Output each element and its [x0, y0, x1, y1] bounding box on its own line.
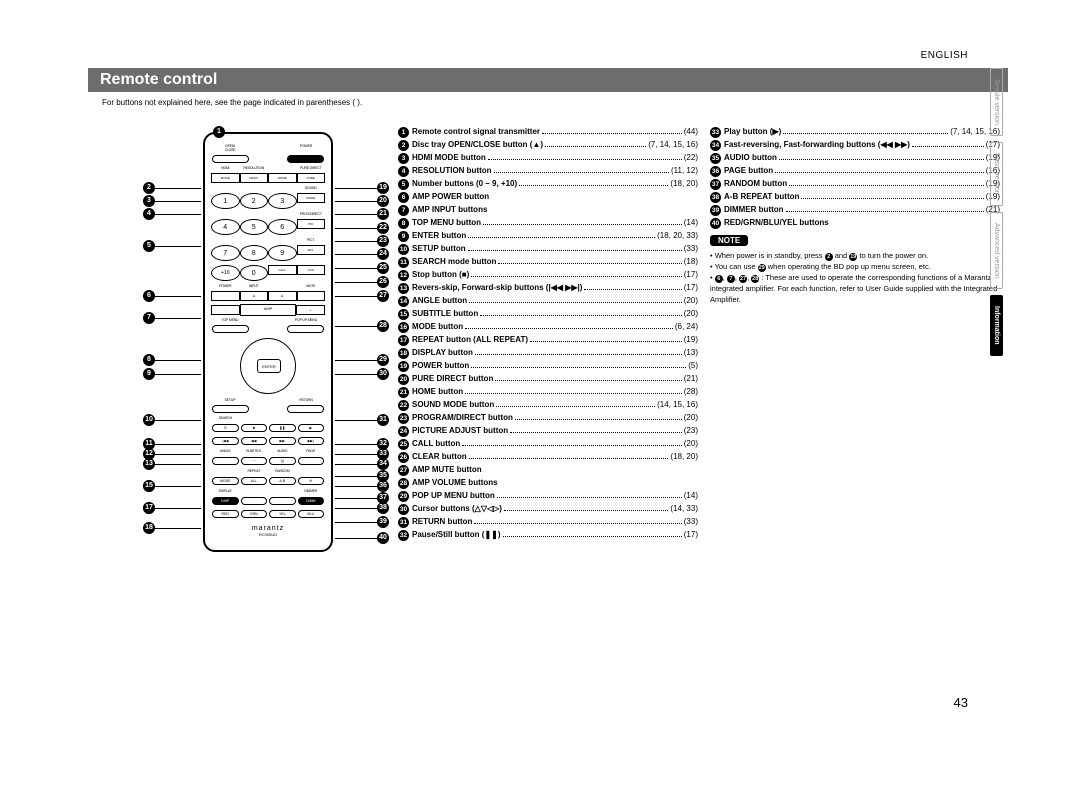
sub-note: For buttons not explained here, see the … — [102, 98, 362, 107]
callout-number: 28 — [377, 320, 389, 332]
callout-number: 18 — [143, 522, 155, 534]
function-item: 31RETURN button(33) — [398, 515, 698, 528]
function-item: 7AMP INPUT buttons — [398, 203, 698, 216]
function-item: 4RESOLUTION button(11, 12) — [398, 164, 698, 177]
callout-number: 30 — [377, 368, 389, 380]
page-title: Remote control — [88, 68, 1008, 92]
callout-number: 25 — [377, 262, 389, 274]
callout-number: 36 — [377, 480, 389, 492]
callout-number: 34 — [377, 458, 389, 470]
side-tabs: Simple version Basic version Advanced vers… — [990, 68, 1008, 618]
callout-number: 10 — [143, 414, 155, 426]
callout-number: 5 — [143, 240, 155, 252]
function-item: 26CLEAR button(18, 20) — [398, 450, 698, 463]
callout-number: 29 — [377, 354, 389, 366]
function-item: 16MODE button(6, 24) — [398, 320, 698, 333]
function-item: 19POWER button(5) — [398, 359, 698, 372]
side-tab[interactable]: Advanced version — [990, 212, 1003, 290]
function-item: 5Number buttons (0 – 9, +10)(18, 20) — [398, 177, 698, 190]
function-list-right: 33Play button (▶)(7, 14, 15, 16)34Fast-r… — [710, 125, 1000, 305]
function-item: 28AMP VOLUME buttons — [398, 476, 698, 489]
function-item: 39DIMMER button(21) — [710, 203, 1000, 216]
function-item: 40RED/GRN/BLU/YEL buttons — [710, 216, 1000, 229]
function-item: 34Fast-reversing, Fast-forwarding button… — [710, 138, 1000, 151]
callout-number: 7 — [143, 312, 155, 324]
function-item: 8TOP MENU button(14) — [398, 216, 698, 229]
function-item: 32Pause/Still button (❚❚)(17) — [398, 528, 698, 541]
callout-number: 4 — [143, 208, 155, 220]
function-item: 15SUBTITLE button(20) — [398, 307, 698, 320]
note-heading: NOTE — [710, 235, 748, 246]
function-item: 27AMP MUTE button — [398, 463, 698, 476]
function-item: 13Revers-skip, Forward-skip buttons (|◀◀… — [398, 281, 698, 294]
function-item: 18DISPLAY button(13) — [398, 346, 698, 359]
callout-number: 20 — [377, 195, 389, 207]
function-item: 38A-B REPEAT button(19) — [710, 190, 1000, 203]
function-item: 11SEARCH mode button(18) — [398, 255, 698, 268]
side-tab[interactable]: Simple version — [990, 68, 1003, 136]
callout-number: 21 — [377, 208, 389, 220]
function-item: 36PAGE button(16) — [710, 164, 1000, 177]
callout-number: 40 — [377, 532, 389, 544]
callout-number: 24 — [377, 248, 389, 260]
function-item: 24PICTURE ADJUST button(23) — [398, 424, 698, 437]
note-body: • When power is in standby, press 2 and … — [710, 250, 1000, 305]
function-item: 35AUDIO button(19) — [710, 151, 1000, 164]
function-item: 9ENTER button(18, 20, 33) — [398, 229, 698, 242]
callout-number: 31 — [377, 414, 389, 426]
function-item: 30Cursor buttons (△▽◁▷)(14, 33) — [398, 502, 698, 515]
callout-number: 27 — [377, 290, 389, 302]
callout-number: 13 — [143, 458, 155, 470]
function-item: 25CALL button(20) — [398, 437, 698, 450]
callout-number: 38 — [377, 502, 389, 514]
function-item: 10SETUP button(33) — [398, 242, 698, 255]
callout-number: 17 — [143, 502, 155, 514]
language-label: ENGLISH — [921, 50, 968, 61]
callout-number: 8 — [143, 354, 155, 366]
callout-number: 23 — [377, 235, 389, 247]
side-tab[interactable]: Basic version — [990, 142, 1003, 206]
page-number: 43 — [954, 695, 968, 710]
function-item: 17REPEAT button (ALL REPEAT)(19) — [398, 333, 698, 346]
function-item: 2Disc tray OPEN/CLOSE button (▲)(7, 14, … — [398, 138, 698, 151]
function-item: 23PROGRAM/DIRECT button(20) — [398, 411, 698, 424]
callout-number: 19 — [377, 182, 389, 194]
function-item: 14ANGLE button(20) — [398, 294, 698, 307]
function-item: 21HOME button(28) — [398, 385, 698, 398]
callout-number: 15 — [143, 480, 155, 492]
callout-number: 2 — [143, 182, 155, 194]
function-item: 29POP UP MENU button(14) — [398, 489, 698, 502]
callout-number: 22 — [377, 222, 389, 234]
function-item: 22SOUND MODE button(14, 15, 16) — [398, 398, 698, 411]
callout-number: 9 — [143, 368, 155, 380]
callout-number: 26 — [377, 276, 389, 288]
function-item: 37RANDOM button(19) — [710, 177, 1000, 190]
callout-number: 39 — [377, 516, 389, 528]
callout-number: 6 — [143, 290, 155, 302]
function-item: 3HDMI MODE button(22) — [398, 151, 698, 164]
function-list-left: 1Remote control signal transmitter(44)2D… — [398, 125, 698, 541]
function-item: 20PURE DIRECT button(21) — [398, 372, 698, 385]
side-tab[interactable]: Information — [990, 295, 1003, 356]
function-item: 1Remote control signal transmitter(44) — [398, 125, 698, 138]
callout-number: 3 — [143, 195, 155, 207]
function-item: 12Stop button (■)(17) — [398, 268, 698, 281]
callout-number: 1 — [213, 126, 225, 138]
function-item: 6AMP POWER button — [398, 190, 698, 203]
remote-body: OPEN/CLOSEPOWER HDMIRESOLUTIONPURE DIREC… — [203, 132, 333, 552]
remote-diagram: OPEN/CLOSEPOWER HDMIRESOLUTIONPURE DIREC… — [143, 122, 391, 562]
function-item: 33Play button (▶)(7, 14, 15, 16) — [710, 125, 1000, 138]
